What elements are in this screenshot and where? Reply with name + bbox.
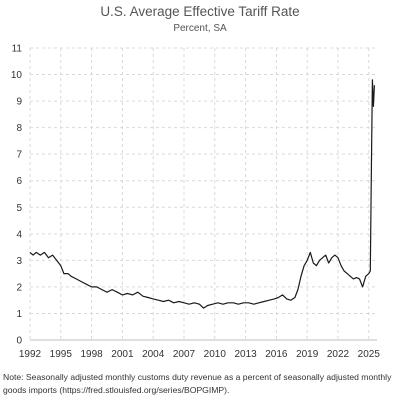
x-tick-label: 2016	[265, 349, 288, 360]
y-tick-label: 11	[12, 44, 23, 55]
y-tick-label: 3	[16, 256, 22, 267]
chart-subtitle: Percent, SA	[173, 23, 227, 34]
y-tick-label: 2	[16, 282, 22, 293]
x-tick-label: 2007	[173, 349, 196, 360]
y-tick-label: 4	[16, 229, 22, 240]
x-tick-label: 1992	[19, 349, 42, 360]
y-tick-label: 0	[16, 336, 22, 347]
chart-title: U.S. Average Effective Tariff Rate	[100, 4, 300, 19]
y-tick-label: 6	[16, 176, 22, 187]
x-tick-label: 2022	[327, 349, 350, 360]
x-tick-label: 2025	[358, 349, 381, 360]
y-tick-label: 5	[16, 203, 22, 214]
x-tick-label: 2010	[204, 349, 227, 360]
x-tick-label: 2013	[234, 349, 257, 360]
x-tick-label: 2001	[111, 349, 134, 360]
x-tick-label: 1995	[50, 349, 73, 360]
x-tick-label: 1998	[80, 349, 103, 360]
x-tick-label: 2019	[296, 349, 319, 360]
y-tick-label: 10	[11, 70, 23, 81]
y-tick-label: 1	[16, 309, 22, 320]
y-tick-label: 9	[16, 97, 22, 108]
y-tick-label: 8	[16, 123, 22, 134]
y-tick-label: 7	[16, 150, 22, 161]
x-tick-label: 2004	[142, 349, 165, 360]
series-line	[29, 79, 375, 309]
chart-note: Note: Seasonally adjusted monthly custom…	[3, 372, 392, 395]
